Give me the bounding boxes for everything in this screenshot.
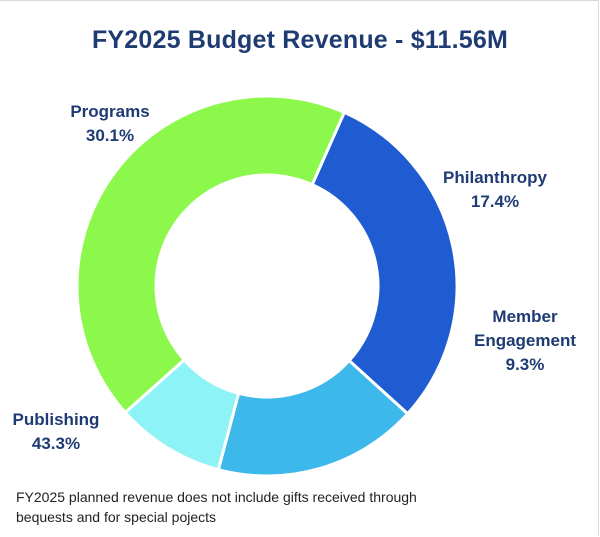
chart-title: FY2025 Budget Revenue - $11.56M: [91, 26, 509, 54]
slice-programs: [310, 110, 459, 416]
programs-name: Programs: [70, 102, 150, 121]
publishing-name: Publishing: [12, 410, 100, 429]
footnote-line-2: bequests and for special pojects: [16, 509, 217, 525]
footnote-line-1: FY2025 planned revenue does not include …: [16, 489, 417, 505]
philanthropy-percent: 17.4%: [470, 192, 520, 211]
member-engagement-name-line1: Member: [492, 307, 558, 326]
philanthropy-name: Philanthropy: [443, 168, 547, 187]
label-member-engagement: Member Engagement 9.3%: [460, 305, 590, 377]
label-philanthropy: Philanthropy 17.4%: [430, 166, 560, 214]
label-publishing: Publishing 43.3%: [0, 408, 112, 456]
member-engagement-name-line2: Engagement: [473, 331, 577, 350]
footnote: FY2025 planned revenue does not include …: [16, 487, 586, 527]
slice-publishing: [75, 94, 347, 415]
slice-philanthropy: [216, 358, 410, 478]
programs-percent: 30.1%: [85, 126, 135, 145]
publishing-percent: 43.3%: [31, 434, 81, 453]
member-engagement-percent: 9.3%: [505, 355, 545, 374]
label-programs: Programs 30.1%: [55, 100, 165, 148]
